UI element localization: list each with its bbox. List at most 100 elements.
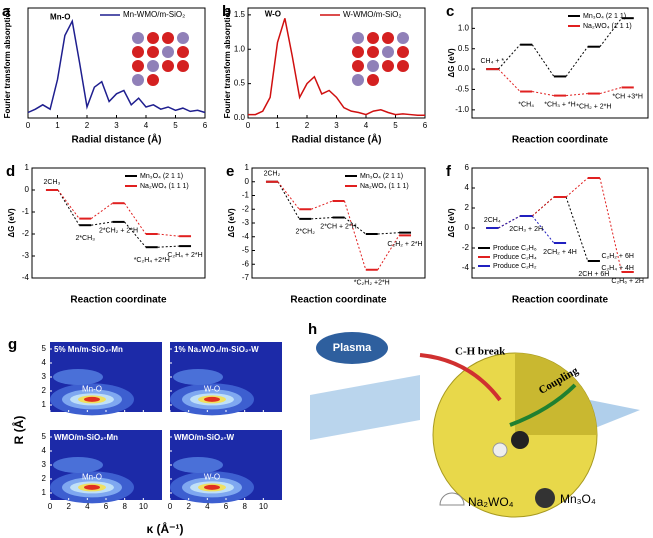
atom: [162, 32, 174, 44]
y-tick-label: 0.0: [458, 64, 470, 73]
y-tick-label: 2: [465, 203, 470, 212]
state-label: *C₂H₄ +2*H: [134, 257, 170, 264]
y-tick-label: 1: [245, 163, 250, 172]
y-tick-label: -1: [22, 207, 30, 216]
connector: [377, 232, 400, 235]
y-tick-label: 0.0: [234, 113, 246, 122]
data-line: [27, 18, 206, 114]
connector: [565, 177, 589, 198]
connector: [565, 46, 589, 77]
plot-frame: [471, 167, 649, 279]
y-tick-label: 2: [42, 474, 47, 483]
connector: [565, 196, 589, 262]
y-axis-label: ΔG (eV): [227, 208, 236, 238]
y-tick-label: 4: [465, 183, 470, 192]
state-label: C₂H₂ + 6H: [601, 253, 633, 260]
connector: [566, 93, 588, 97]
x-axis-label: Radial distance (Å): [291, 133, 381, 146]
connector: [498, 44, 521, 70]
contour-band: [173, 369, 223, 385]
state-label: C₂H₄ + 4H: [601, 265, 634, 272]
atom: [147, 74, 159, 86]
atom: [382, 46, 394, 58]
x-tick-label: 0: [246, 121, 251, 130]
state-label: C₂H₂ + 2*H: [387, 241, 422, 248]
panel-label: c: [446, 3, 454, 20]
y-tick-label: -3: [22, 251, 30, 260]
peak-label: W-O: [204, 385, 220, 394]
connector: [157, 245, 180, 248]
connector: [377, 235, 400, 271]
x-axis-label: κ (Å⁻¹): [146, 521, 183, 536]
x-tick-label: 1: [55, 121, 60, 130]
x-tick-label: 2: [85, 121, 90, 130]
x-tick-label: 2: [305, 121, 310, 130]
subplot-title: 5% Mn/m-SiO₂-Mn: [54, 345, 123, 354]
y-tick-label: 1: [42, 488, 47, 497]
panel-label: d: [6, 163, 15, 180]
connector: [311, 217, 333, 220]
subplot-title: 1% Na₂WO₄/m-SiO₂-W: [174, 345, 259, 354]
state-label: *CH₄: [518, 101, 534, 108]
legend-label: Produce C₂H₄: [493, 254, 537, 261]
y-tick-label: -4: [242, 232, 250, 241]
y-axis-label: ΔG (eV): [7, 208, 16, 238]
legend-label: Na₂WO₄ (1 1 1): [583, 23, 632, 30]
legend-label: Mn₃O₄ (2 1 1): [140, 173, 183, 180]
y-tick-label: -0.5: [455, 85, 469, 94]
y-tick-label: -1.0: [455, 105, 469, 114]
connector: [532, 91, 555, 97]
connector: [599, 17, 622, 48]
plot-frame: [471, 7, 649, 119]
state-label: 2CH₂ + 4H: [543, 249, 577, 256]
x-axis-label: Reaction coordinate: [512, 135, 609, 146]
y-tick-label: -2: [242, 204, 250, 213]
atom: [162, 46, 174, 58]
peak-label: W-O: [265, 9, 281, 18]
state-label: 2CH₃: [44, 179, 61, 186]
connector: [311, 200, 333, 210]
atom: [367, 32, 379, 44]
x-tick-label: 10: [259, 502, 268, 511]
atom: [132, 60, 144, 72]
connector: [57, 189, 80, 219]
peak-label: Mn-O: [82, 385, 102, 394]
diagram-label: C-H break: [455, 346, 506, 358]
y-tick-label: 0: [245, 177, 250, 186]
x-tick-label: 2: [186, 502, 191, 511]
state-label: 2*CH₂ + 2*H: [99, 228, 138, 235]
state-label: 2CH₃ + 2H: [509, 226, 543, 233]
x-tick-label: 4: [205, 502, 210, 511]
x-tick-label: 10: [139, 502, 148, 511]
legend-label: W-WMO/m-SiO₂: [343, 10, 402, 19]
y-tick-label: 4: [42, 358, 47, 367]
connector: [498, 68, 521, 92]
state-label: *CH₃ + *H: [544, 101, 575, 108]
y-tick-label: 6: [465, 163, 470, 172]
atom: [397, 46, 409, 58]
atom: [352, 32, 364, 44]
x-tick-label: 6: [423, 121, 428, 130]
atom: [397, 60, 409, 72]
x-axis-label: Reaction coordinate: [70, 295, 167, 306]
contour-band: [84, 396, 100, 402]
panel-h-art: [310, 332, 640, 518]
x-tick-label: 8: [242, 502, 247, 511]
y-tick-label: -2: [462, 243, 470, 252]
atom: [397, 32, 409, 44]
y-tick-label: 1.0: [458, 23, 470, 32]
x-tick-label: 5: [173, 121, 178, 130]
crystal-structure: [352, 32, 409, 86]
atom: [132, 32, 144, 44]
y-tick-label: 3: [42, 372, 47, 381]
state-label: 2*CH + 2*H: [320, 223, 356, 230]
contour-band: [84, 484, 100, 490]
atom: [132, 46, 144, 58]
y-axis-label: ΔG (eV): [447, 48, 456, 78]
atom: [177, 46, 189, 58]
x-axis-label: Radial distance (Å): [71, 133, 161, 146]
atom: [147, 60, 159, 72]
connector: [157, 233, 180, 237]
legend-label: Na₂WO₄: [468, 495, 514, 509]
